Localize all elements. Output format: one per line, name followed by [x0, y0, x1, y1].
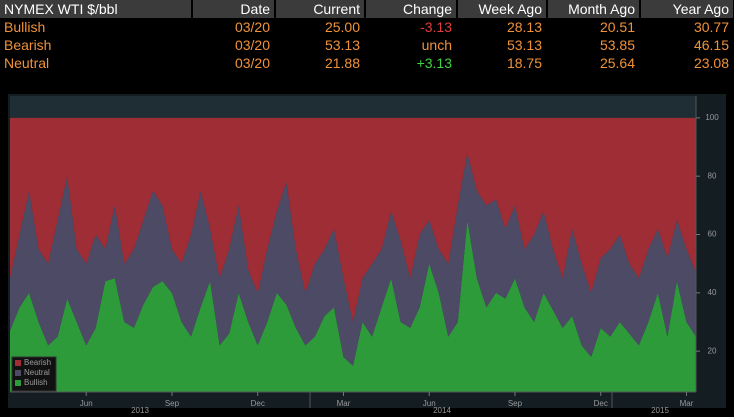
- table-cell: Bullish: [0, 18, 193, 36]
- table-cell: 25.00: [275, 18, 366, 36]
- table-cell: 46.15: [640, 36, 734, 54]
- table-row: Neutral 03/20 21.88 +3.13 18.75 25.64 23.08: [0, 54, 734, 72]
- header-cell: Month Ago: [547, 0, 641, 18]
- legend-swatch: [15, 380, 21, 386]
- table-cell: 03/20: [192, 18, 276, 36]
- header-cell: Date: [192, 0, 276, 18]
- table-cell: 30.77: [640, 18, 734, 36]
- legend-label: Neutral: [24, 368, 50, 377]
- table-row: Bullish 03/20 25.00 -3.13 28.13 20.51 30.77: [0, 18, 734, 36]
- table-cell: 03/20: [192, 54, 276, 72]
- header-cell: NYMEX WTI $/bbl: [0, 0, 193, 18]
- table-cell: -3.13: [365, 18, 458, 36]
- x-tick-label: Dec: [594, 399, 608, 408]
- table-cell: 53.13: [457, 36, 548, 54]
- header-cell: Current: [275, 0, 366, 18]
- y-tick-label: 100: [705, 113, 719, 122]
- table-cell: 03/20: [192, 36, 276, 54]
- year-label: 2014: [433, 406, 451, 415]
- table-row: Bearish 03/20 53.13 unch 53.13 53.85 46.15: [0, 36, 734, 54]
- area-layer: [10, 117, 696, 392]
- quote-table: NYMEX WTI $/bbl Date Current Change Week Ago…: [0, 0, 734, 72]
- y-tick-label: 40: [708, 288, 717, 297]
- y-tick-label: 20: [708, 346, 717, 355]
- legend-label: Bearish: [24, 358, 51, 367]
- x-tick-label: Sep: [508, 399, 523, 408]
- x-tick-label: Mar: [337, 399, 351, 408]
- area: [10, 152, 696, 366]
- header-cell: Change: [365, 0, 458, 18]
- y-tick-label: 60: [708, 230, 717, 239]
- area: [10, 117, 696, 323]
- table-cell: unch: [365, 36, 458, 54]
- legend-swatch: [15, 360, 21, 366]
- table-cell: 53.13: [275, 36, 366, 54]
- x-tick-label: Jun: [80, 399, 93, 408]
- area: [10, 219, 696, 392]
- header-cell: Year Ago: [640, 0, 734, 18]
- x-tick-label: Mar: [680, 399, 694, 408]
- header-cell: Week Ago: [457, 0, 548, 18]
- header-row: NYMEX WTI $/bbl Date Current Change Week Ago…: [0, 0, 734, 18]
- table-cell: 23.08: [640, 54, 734, 72]
- table-cell: 18.75: [457, 54, 548, 72]
- table-body: Bullish 03/20 25.00 -3.13 28.13 20.51 30.77 Bea…: [0, 18, 734, 72]
- table-cell: 21.88: [275, 54, 366, 72]
- legend-swatch: [15, 370, 21, 376]
- table-cell: +3.13: [365, 54, 458, 72]
- table-cell: 20.51: [547, 18, 641, 36]
- x-tick-label: Sep: [165, 399, 180, 408]
- year-label: 2015: [651, 406, 669, 415]
- table-cell: Neutral: [0, 54, 193, 72]
- x-tick-label: Dec: [251, 399, 265, 408]
- table-cell: 53.85: [547, 36, 641, 54]
- x-tick-label: Jun: [423, 399, 436, 408]
- y-tick-label: 80: [708, 171, 717, 180]
- table-cell: 25.64: [547, 54, 641, 72]
- table-cell: Bearish: [0, 36, 193, 54]
- year-label: 2013: [131, 406, 149, 415]
- legend-label: Bullish: [24, 378, 48, 387]
- table-cell: 28.13: [457, 18, 548, 36]
